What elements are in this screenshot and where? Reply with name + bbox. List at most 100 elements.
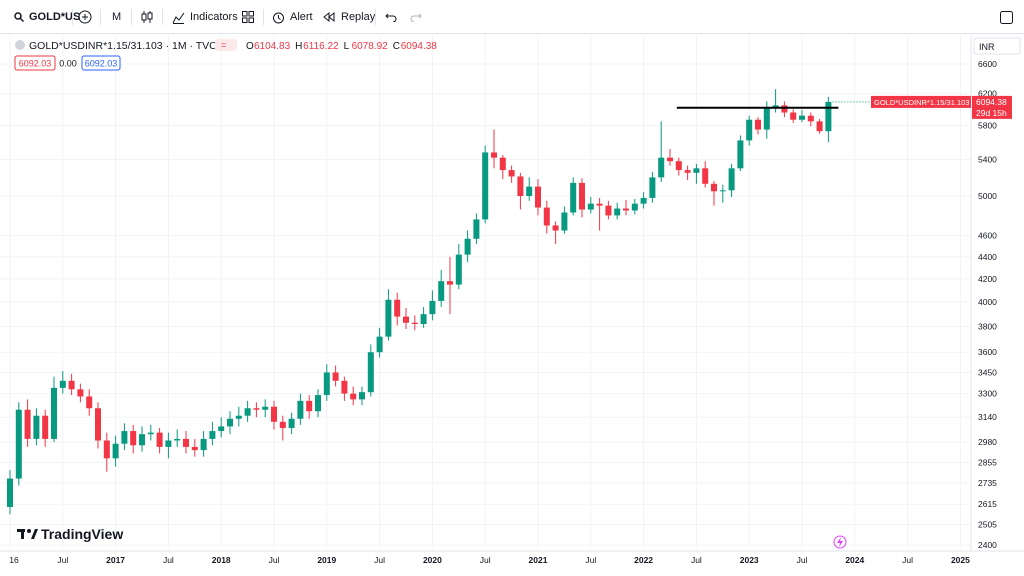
alert[interactable]: Alert	[290, 11, 313, 23]
y-tick-label: 3600	[978, 347, 997, 357]
ask-box	[81, 55, 121, 71]
y-tick-label: 2735	[978, 478, 997, 488]
candle-body	[359, 392, 365, 400]
x-tick-label: Jul	[797, 555, 808, 565]
candle-body	[508, 170, 515, 177]
candle-body	[42, 415, 49, 439]
candle-body	[394, 299, 401, 317]
candle-body	[816, 121, 823, 132]
candle-body	[130, 431, 137, 446]
candle-body	[209, 431, 216, 439]
alert-icon	[273, 12, 284, 23]
candle-body	[464, 238, 471, 255]
candle-body	[693, 168, 700, 173]
candle-body	[68, 380, 75, 390]
ohlc-value: 6116.22	[303, 41, 339, 52]
alert-button[interactable]: Alert	[272, 0, 313, 34]
y-tick-label: 4200	[978, 274, 997, 284]
candle-body	[315, 395, 321, 412]
candle-body	[447, 281, 453, 285]
ohlc-value: 6078.92	[352, 41, 389, 52]
replay-button[interactable]: Replay	[323, 0, 375, 34]
symbol-logo	[15, 40, 25, 50]
candle-body	[262, 406, 269, 410]
events-icon[interactable]	[833, 535, 847, 549]
candle-body	[227, 418, 233, 427]
candle-body	[482, 152, 489, 220]
candle-body	[15, 409, 22, 479]
ohlc-value: 6094.38	[401, 41, 438, 52]
symbol-search[interactable]: GOLD*US	[14, 0, 80, 34]
candle-body	[244, 408, 251, 416]
y-tick-label: 4400	[978, 252, 997, 262]
y-tick-label: 5400	[978, 154, 997, 164]
fullscreen-button[interactable]	[1000, 0, 1013, 34]
symbol[interactable]: GOLD*US	[29, 11, 81, 23]
candle-body	[174, 438, 181, 441]
layouts-button[interactable]	[242, 0, 254, 34]
bid-box	[14, 55, 56, 71]
candle-body	[332, 372, 339, 381]
chart-type-button[interactable]	[141, 0, 153, 34]
candle-body	[596, 203, 603, 206]
candle-body	[702, 168, 709, 184]
x-tick-label: 2019	[317, 555, 336, 565]
candle-body	[376, 336, 383, 353]
replay-icon	[323, 11, 335, 23]
candle-body	[526, 186, 533, 197]
x-tick-label: 16	[9, 555, 19, 565]
candle-body	[95, 408, 101, 441]
currency[interactable]: INR	[979, 42, 995, 52]
interval-button[interactable]: M	[112, 0, 121, 34]
events-icon-bolt	[837, 537, 843, 547]
undo-button[interactable]	[385, 0, 397, 34]
indicators-button[interactable]: Indicators	[172, 0, 238, 34]
candle-body	[499, 157, 506, 171]
interval[interactable]: M	[112, 11, 122, 23]
separator	[162, 9, 163, 25]
indicators-icon	[172, 12, 185, 24]
x-tick-label: Jul	[585, 555, 596, 565]
indicators[interactable]: Indicators	[190, 11, 238, 23]
y-tick-label: 4000	[978, 297, 997, 307]
separator	[263, 9, 264, 25]
y-tick-label: 2980	[978, 437, 997, 447]
x-tick-label: 2018	[212, 555, 231, 565]
candle-body	[684, 170, 691, 173]
candle-body	[59, 380, 66, 388]
candles-icon	[141, 11, 153, 23]
candle-body	[649, 177, 656, 198]
candle-body	[807, 115, 814, 122]
candle-body	[737, 140, 744, 169]
y-tick-label: 3800	[978, 322, 997, 332]
candle-body	[552, 225, 559, 231]
candle-body	[711, 183, 717, 192]
bid: 6092.03	[19, 59, 52, 69]
candle-body	[235, 415, 242, 419]
x-tick-label: 2020	[423, 555, 442, 565]
currency-box[interactable]	[973, 37, 1021, 55]
candle-body	[543, 207, 550, 226]
x-tick-label: Jul	[902, 555, 913, 565]
candle-body	[218, 426, 225, 432]
ohlc-key: O	[246, 41, 254, 52]
y-tick-label: 3450	[978, 367, 997, 377]
candle-body	[455, 254, 462, 285]
brand: TradingView	[41, 526, 123, 542]
separator	[100, 9, 101, 25]
candle-body	[763, 108, 770, 130]
candle-body	[728, 168, 735, 191]
candle-body	[156, 432, 163, 447]
y-tick-label: 5800	[978, 120, 997, 130]
redo-button[interactable]	[410, 0, 422, 34]
replay[interactable]: Replay	[341, 11, 376, 23]
y-tick-label: 6200	[978, 89, 997, 99]
candle-body	[350, 393, 357, 400]
y-tick-label: 4600	[978, 231, 997, 241]
compare-button[interactable]	[78, 0, 92, 34]
candle-body	[77, 389, 84, 397]
candle-body	[183, 438, 189, 447]
candle-body	[667, 157, 673, 162]
y-tick-label: 2855	[978, 457, 997, 467]
